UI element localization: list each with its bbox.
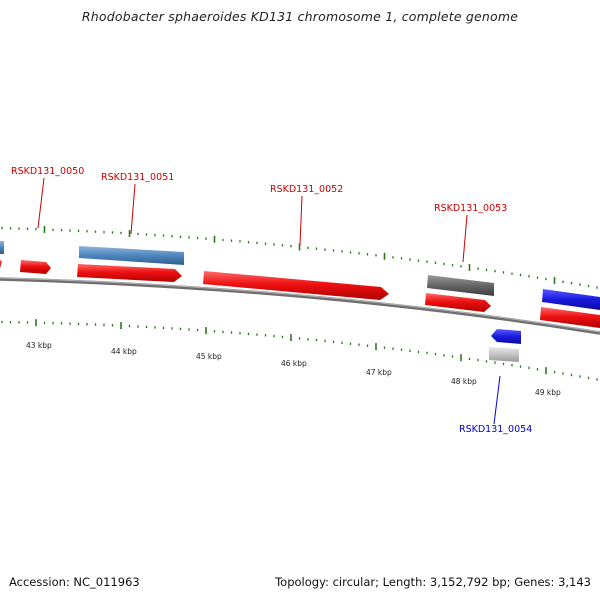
gene-features bbox=[0, 241, 600, 362]
gene-label-0051[interactable]: RSKD131_0051 bbox=[101, 172, 174, 183]
scale-label: 44 kbp bbox=[111, 347, 137, 356]
gene-feature-lightgray[interactable] bbox=[489, 347, 519, 362]
scale-label: 45 kbp bbox=[196, 352, 222, 361]
scale-label: 47 kbp bbox=[366, 368, 392, 377]
gene-feature-red[interactable] bbox=[0, 260, 2, 268]
callout-line-0052 bbox=[299, 195, 303, 246]
genome-backbone-highlight bbox=[0, 277, 600, 333]
gene-feature-blue[interactable] bbox=[491, 329, 521, 344]
scale-label: 46 kbp bbox=[281, 359, 307, 368]
scale-label: 43 kbp bbox=[26, 341, 52, 350]
scale-label: 48 kbp bbox=[451, 377, 477, 386]
gene-label-0053[interactable]: RSKD131_0053 bbox=[434, 203, 507, 214]
callout-line-0050 bbox=[37, 177, 45, 229]
gene-feature-red[interactable] bbox=[203, 271, 389, 300]
callout-line-0053 bbox=[462, 214, 468, 263]
gene-feature-red[interactable] bbox=[540, 307, 600, 328]
gene-feature-darkgray[interactable] bbox=[427, 275, 494, 296]
genome-title: Rhodobacter sphaeroides KD131 chromosome… bbox=[81, 9, 519, 24]
gene-feature-steelblue[interactable] bbox=[0, 241, 4, 254]
scale-labels: 43 kbp 44 kbp 45 kbp 46 kbp 47 kbp 48 kb… bbox=[26, 341, 561, 397]
tick-marks bbox=[1, 225, 598, 381]
callout-line-0051 bbox=[130, 183, 136, 235]
gene-callouts bbox=[37, 177, 501, 425]
genome-backbone bbox=[0, 277, 600, 335]
gene-feature-steelblue[interactable] bbox=[79, 246, 184, 265]
gene-feature-blue[interactable] bbox=[542, 289, 600, 310]
scale-label: 49 kbp bbox=[535, 388, 561, 397]
accession-text: Accession: NC_011963 bbox=[9, 575, 140, 589]
genome-summary: Topology: circular; Length: 3,152,792 bp… bbox=[275, 575, 591, 589]
gene-label-0054[interactable]: RSKD131_0054 bbox=[459, 424, 532, 435]
gene-labels: RSKD131_0050 RSKD131_0051 RSKD131_0052 R… bbox=[11, 166, 532, 435]
callout-line-0054 bbox=[493, 375, 501, 425]
gene-feature-red[interactable] bbox=[20, 260, 51, 274]
gene-feature-red[interactable] bbox=[425, 293, 491, 312]
gene-feature-red[interactable] bbox=[77, 264, 182, 282]
gene-label-0052[interactable]: RSKD131_0052 bbox=[270, 184, 343, 195]
gene-label-0050[interactable]: RSKD131_0050 bbox=[11, 166, 84, 177]
